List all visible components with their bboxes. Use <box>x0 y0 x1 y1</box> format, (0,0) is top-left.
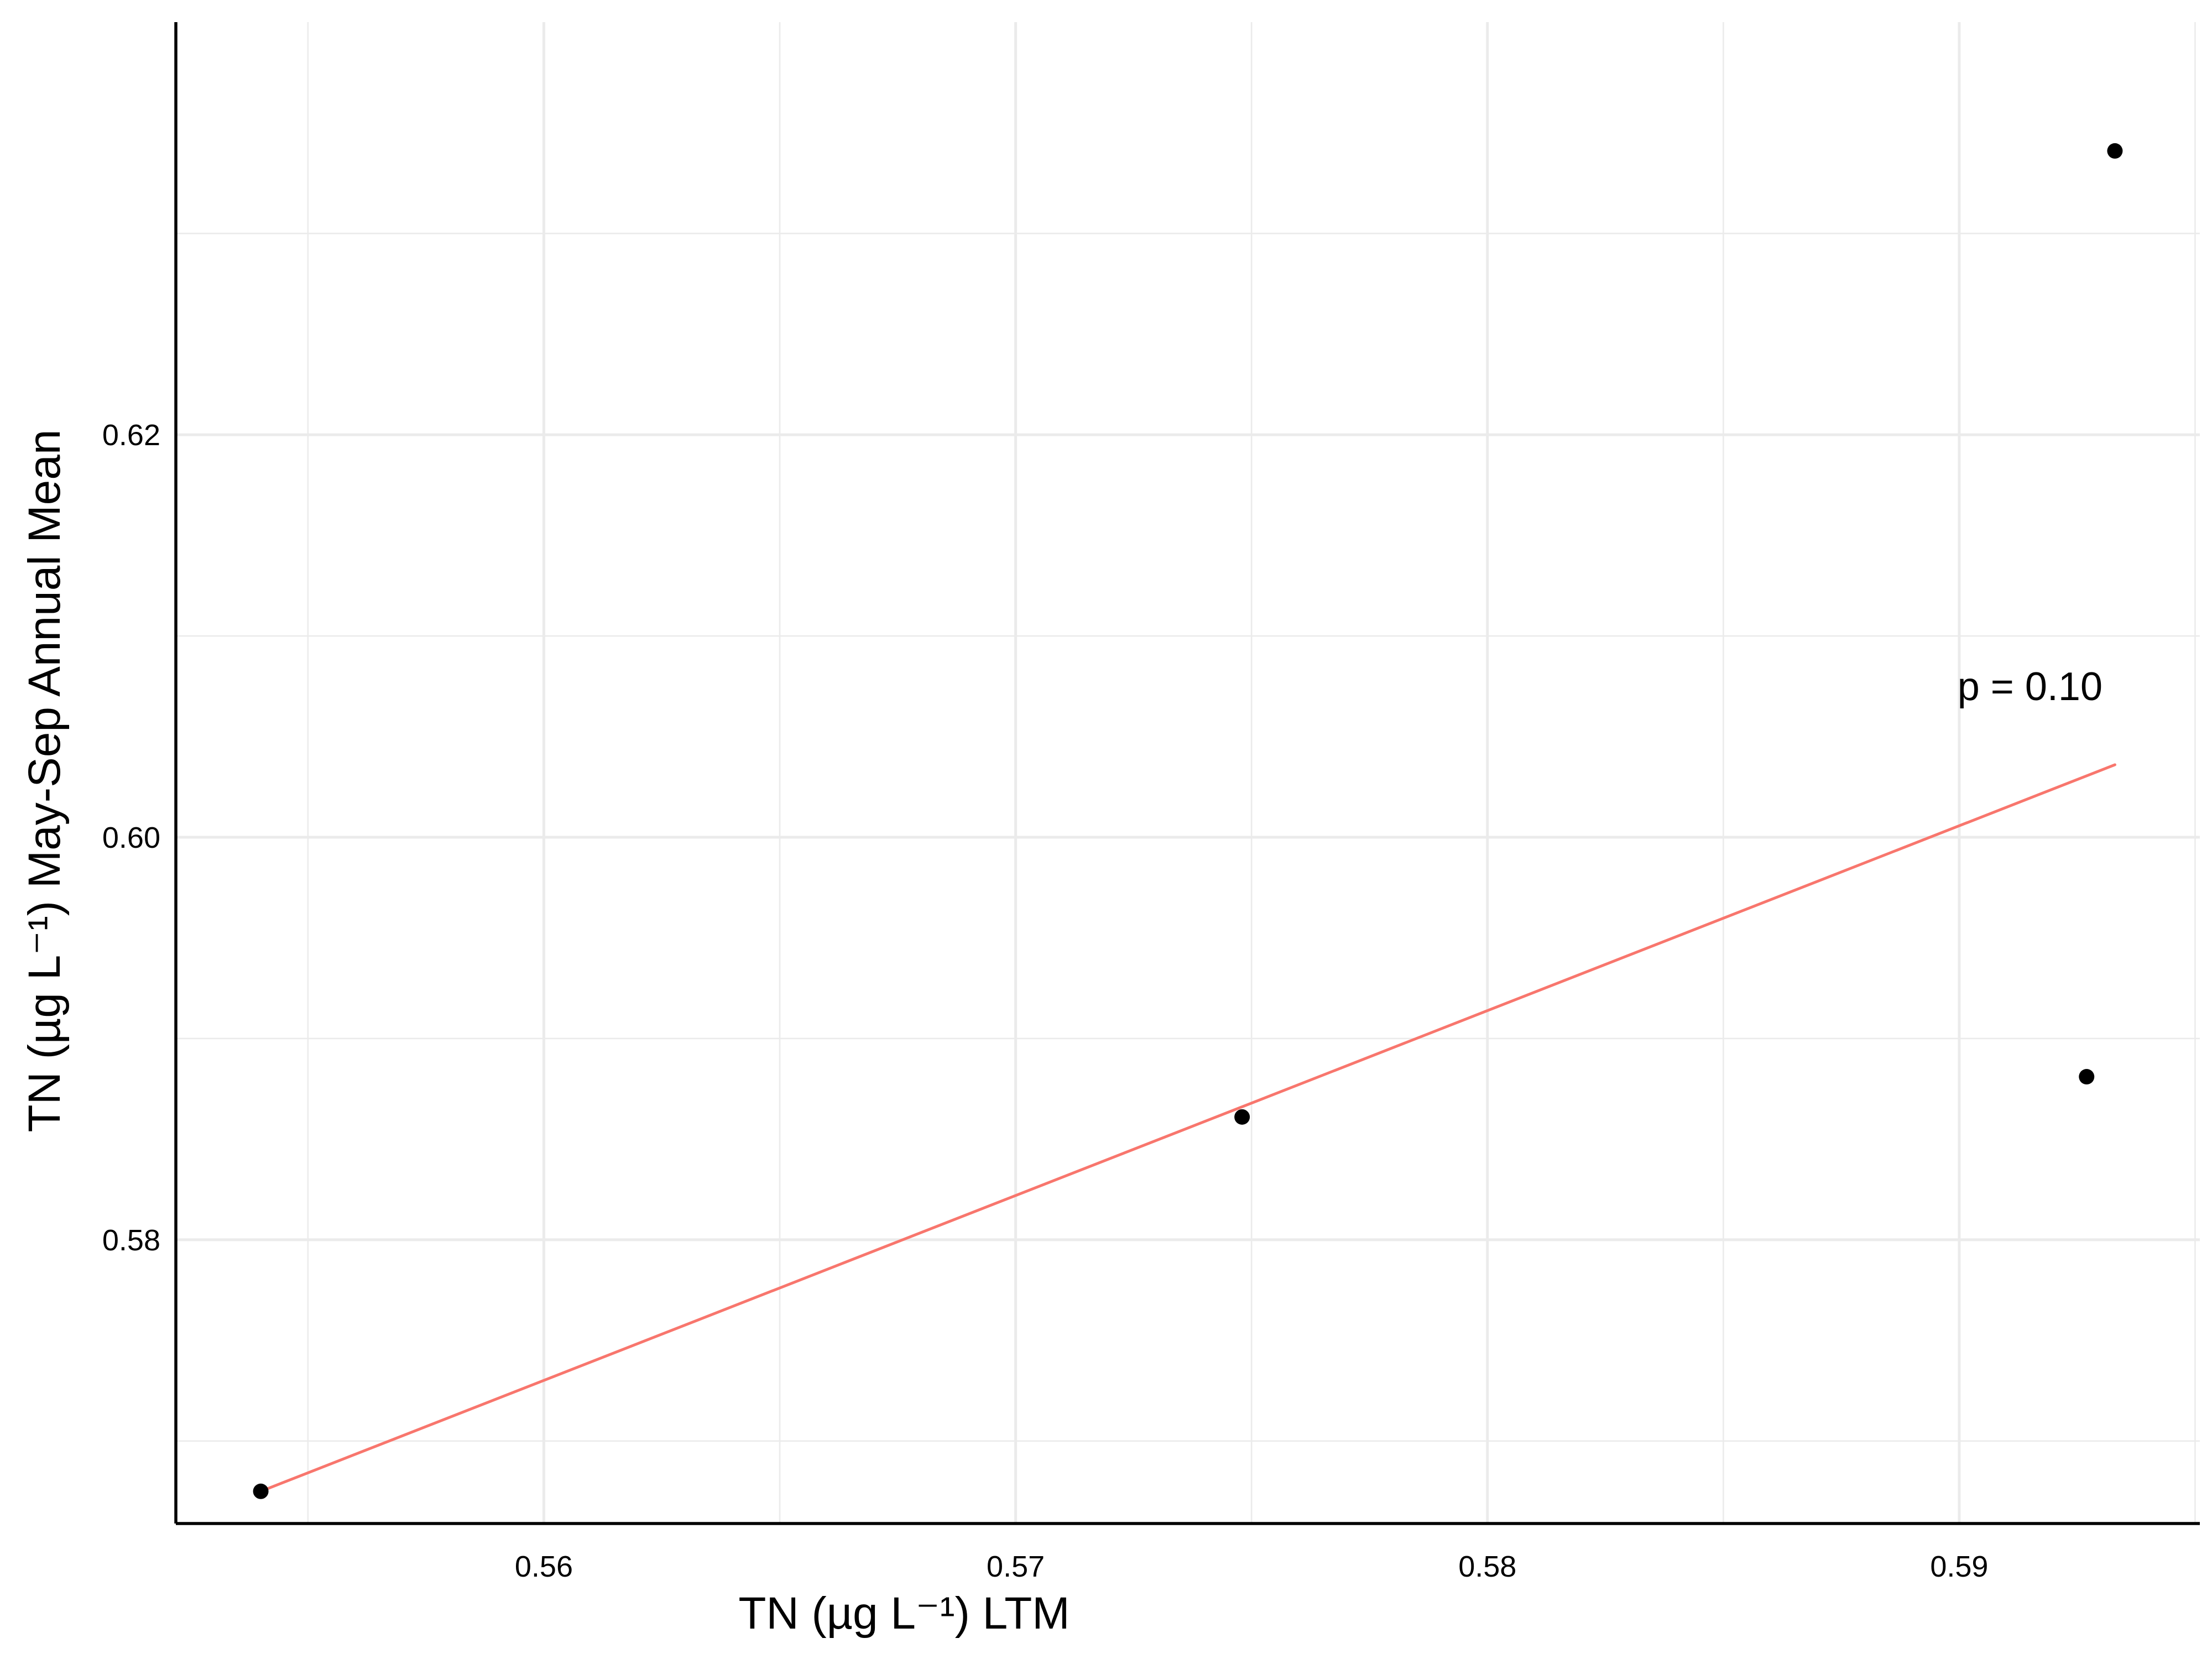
x-tick-label: 0.56 <box>515 1550 573 1583</box>
data-point <box>1234 1109 1250 1125</box>
minor-gridlines <box>176 22 2200 1524</box>
x-tick-label: 0.58 <box>1458 1550 1516 1583</box>
data-point <box>2107 143 2123 159</box>
p-value-annotation: p = 0.10 <box>1958 665 2103 709</box>
x-axis-title: TN (µg L⁻¹) LTM <box>738 1588 1070 1639</box>
x-tick-labels: 0.56 0.57 0.58 0.59 <box>515 1550 1989 1583</box>
major-gridlines <box>176 22 2200 1524</box>
y-tick-label: 0.60 <box>102 821 160 854</box>
y-axis-title: TN (µg L⁻¹) May-Sep Annual Mean <box>19 430 70 1133</box>
x-tick-label: 0.57 <box>987 1550 1045 1583</box>
fit-line-group <box>259 763 2116 1493</box>
y-tick-label: 0.58 <box>102 1224 160 1257</box>
data-points <box>253 143 2123 1499</box>
x-tick-label: 0.59 <box>1930 1550 1988 1583</box>
y-tick-label: 0.62 <box>102 419 160 452</box>
data-point <box>253 1483 269 1499</box>
axes <box>174 22 2200 1525</box>
fit-line <box>259 763 2116 1493</box>
y-tick-labels: 0.58 0.60 0.62 <box>102 419 160 1257</box>
data-point <box>2079 1069 2095 1085</box>
